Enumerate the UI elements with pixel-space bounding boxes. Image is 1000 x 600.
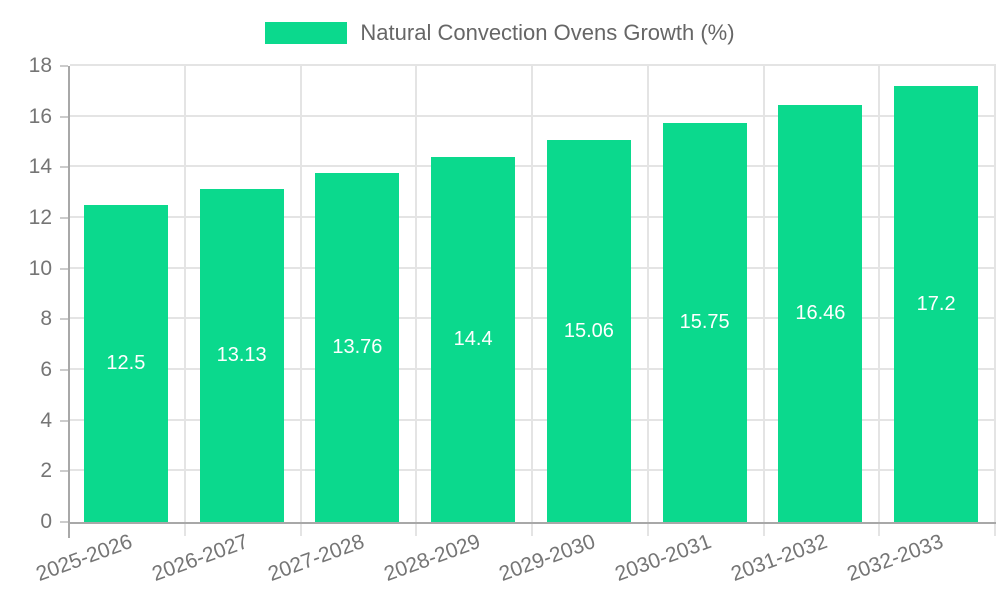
bar-value-label: 17.2 (916, 292, 956, 315)
gridline-vertical (646, 66, 649, 522)
bar-value-label: 16.46 (795, 302, 846, 324)
gridline-horizontal (70, 368, 996, 370)
bar-2030-2031: 15.75 (662, 123, 747, 522)
gridline-vertical (415, 66, 418, 522)
x-tick-label: 2027-2028 (264, 530, 368, 586)
gridline-vertical (299, 66, 302, 522)
gridline-horizontal (70, 165, 996, 168)
x-tick-label: 2030-2031 (612, 530, 715, 586)
x-tick-label: 2028-2029 (380, 530, 483, 586)
bar-2026-2027: 13.13 (199, 189, 284, 522)
gridline-horizontal (70, 469, 996, 472)
y-axis-tick (60, 521, 68, 523)
bar-value-label: 15.75 (679, 311, 730, 333)
y-axis-tick (60, 115, 68, 118)
gridline-vertical (531, 66, 533, 522)
y-axis-tick (60, 470, 68, 473)
legend-label: Natural Convection Ovens Growth (%) (360, 20, 735, 45)
y-axis-tick (60, 318, 68, 321)
bar-value-label: 15.06 (563, 319, 614, 342)
gridline-horizontal (70, 317, 996, 320)
y-axis-tick (60, 217, 68, 219)
bar-2031-2032: 16.46 (778, 105, 863, 522)
x-tick-label: 2031-2032 (727, 530, 831, 586)
x-tick-label: 2025-2026 (33, 530, 136, 586)
gridline-horizontal (70, 418, 996, 421)
x-axis-tick (415, 524, 418, 536)
gridline-horizontal (70, 266, 996, 269)
x-axis-tick (531, 524, 533, 536)
gridline-horizontal (70, 114, 996, 117)
bar-2029-2030: 15.06 (546, 140, 631, 522)
legend: Natural Convection Ovens Growth (%) (0, 20, 1000, 46)
y-axis-tick (60, 369, 68, 371)
y-tick-label: 4 (40, 408, 52, 432)
gridline-vertical (183, 66, 186, 522)
bar-value-label: 14.4 (453, 328, 493, 351)
bar-2032-2033: 17.2 (894, 86, 979, 522)
y-tick-label: 2 (40, 459, 52, 483)
x-tick-label: 2029-2030 (496, 530, 599, 586)
x-axis-tick (68, 524, 70, 538)
y-tick-label: 10 (28, 256, 52, 280)
x-axis-tick (878, 524, 881, 536)
gridline-vertical (762, 66, 765, 522)
x-axis-tick (994, 524, 996, 536)
x-axis-tick (646, 524, 649, 536)
bar-value-label: 12.5 (106, 352, 146, 375)
bar-2025-2026: 12.5 (83, 205, 168, 522)
gridline-horizontal (70, 216, 996, 218)
bar-value-label: 13.76 (332, 336, 383, 359)
y-axis-tick (60, 267, 68, 270)
x-axis-tick (299, 524, 302, 536)
bar-2027-2028: 13.76 (315, 173, 400, 522)
y-axis-tick (60, 65, 68, 67)
y-tick-label: 0 (40, 510, 52, 533)
y-axis-tick (60, 166, 68, 169)
gridline-vertical (878, 66, 881, 522)
bar-2028-2029: 14.4 (431, 157, 516, 522)
gridline-vertical (994, 66, 996, 522)
y-tick-label: 14 (28, 155, 52, 179)
bar-value-label: 13.13 (216, 344, 267, 367)
y-tick-label: 8 (40, 307, 52, 331)
plot-area: 12.5 13.13 13.76 14.4 15.06 15.75 16.46 17.2 (68, 64, 996, 524)
x-tick-label: 2026-2027 (149, 530, 252, 586)
y-tick-label: 18 (28, 54, 52, 77)
gridline-horizontal (70, 64, 996, 66)
x-axis-tick (183, 524, 186, 536)
legend-swatch (265, 22, 348, 44)
y-tick-label: 12 (28, 206, 52, 229)
y-tick-label: 6 (40, 358, 52, 381)
y-tick-label: 16 (28, 104, 52, 128)
y-axis-tick (60, 419, 68, 422)
x-tick-label: 2032-2033 (843, 530, 946, 586)
x-axis-tick (762, 524, 765, 536)
